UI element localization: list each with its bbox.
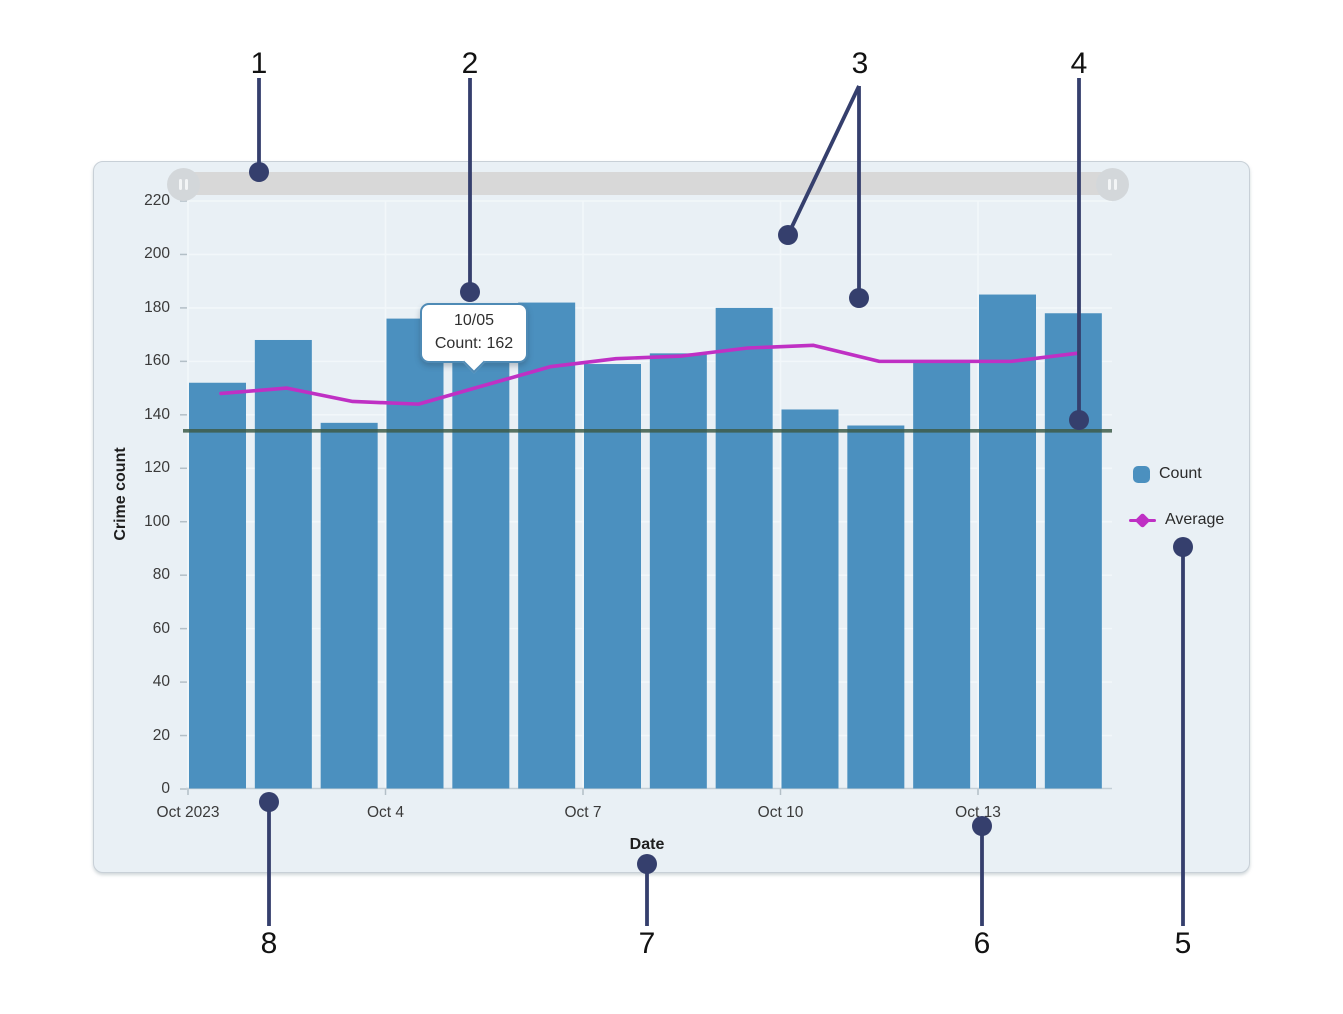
count-bar-10/14[interactable] (1044, 313, 1102, 789)
y-tick-label: 80 (152, 566, 170, 584)
average-line-marker-icon (1129, 512, 1156, 528)
count-bar-10/07[interactable] (584, 364, 641, 789)
legend-average-label: Average (1165, 511, 1225, 528)
average-line (219, 343, 1079, 406)
scrollbar-left-handle[interactable] (167, 168, 200, 201)
callout-number-5: 5 (1174, 927, 1192, 960)
y-tick-label: 120 (144, 459, 170, 477)
y-tick-label: 0 (161, 780, 170, 797)
count-bar-10/09[interactable] (715, 307, 773, 789)
pause-bars-icon (179, 179, 182, 190)
time-range-scrollbar[interactable] (172, 172, 1112, 195)
y-tick-label: 180 (144, 298, 170, 316)
callout-number-4: 4 (1070, 47, 1088, 80)
y-tick-label: 60 (152, 619, 170, 637)
x-tick-label: Oct 13 (955, 804, 1001, 821)
count-bar-10/08[interactable] (649, 353, 707, 789)
x-tick-label: Oct 10 (757, 804, 804, 821)
count-bar-10/06[interactable] (518, 302, 576, 789)
count-bar-10/02[interactable] (254, 339, 312, 789)
tooltip-count: Count: 162 (434, 335, 514, 353)
x-axis-title: Date (629, 836, 665, 853)
count-bar-10/03[interactable] (320, 422, 378, 789)
y-tick-label: 40 (152, 673, 170, 691)
x-tick-label: Oct 7 (564, 804, 602, 821)
callout-number-1: 1 (250, 47, 268, 80)
x-tick-label: Oct 4 (366, 804, 405, 821)
legend-item-average[interactable]: Average (1129, 511, 1224, 529)
tooltip: 10/05 Count: 162 (420, 303, 528, 374)
y-tick-label: 20 (152, 726, 170, 744)
y-tick-label: 200 (144, 245, 170, 263)
y-tick-label: 160 (144, 352, 170, 370)
count-bar-swatch-icon (1133, 465, 1150, 483)
callout-number-3: 3 (851, 47, 869, 80)
callout-number-2: 2 (461, 47, 479, 80)
count-bar-10/01[interactable] (189, 382, 246, 789)
y-tick-label: 140 (144, 405, 170, 423)
count-bar-10/04[interactable] (386, 318, 444, 789)
count-bar-10/11[interactable] (847, 425, 905, 789)
count-bar-10/05[interactable] (452, 356, 510, 789)
count-bar-10/12[interactable] (913, 361, 971, 789)
legend-count-label: Count (1159, 465, 1202, 482)
y-tick-label: 220 (144, 192, 170, 209)
pause-bars-icon (1108, 179, 1111, 190)
callout-number-8: 8 (260, 927, 278, 960)
callout-number-6: 6 (973, 927, 991, 960)
count-bar-10/13[interactable] (979, 294, 1036, 789)
tooltip-date: 10/05 (453, 312, 495, 329)
x-tick-label: Oct 2023 (156, 804, 220, 821)
count-bar-10/10[interactable] (781, 409, 839, 789)
y-tick-label: 100 (144, 512, 170, 530)
legend-item-count[interactable]: Count (1133, 465, 1202, 483)
callout-number-7: 7 (638, 927, 656, 960)
scrollbar-right-handle[interactable] (1096, 168, 1129, 201)
